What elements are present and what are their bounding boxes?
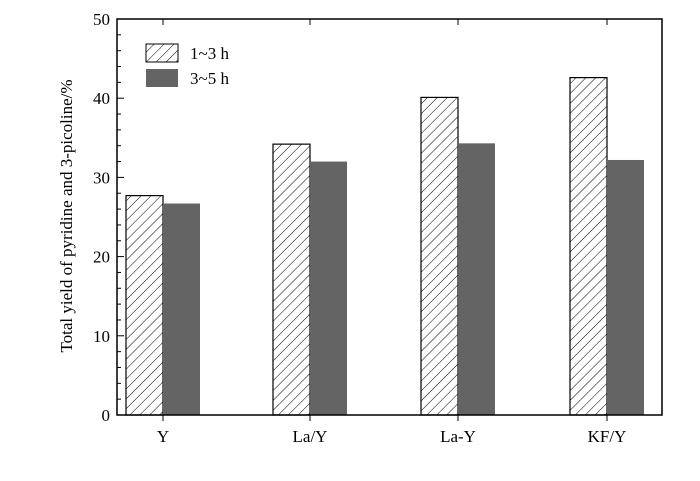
legend-swatch-series-2 [146,69,178,87]
bar-series-1-kf-y [569,77,608,416]
y-tick-label: 0 [102,406,111,425]
y-tick-label: 30 [93,168,110,187]
legend: 1~3 h 3~5 h [145,43,229,88]
bar-series-2-la-y [310,161,347,415]
legend-label-series-1: 1~3 h [190,44,229,63]
y-tick-label: 20 [93,248,110,267]
y-tick-label: 40 [93,89,110,108]
legend-label-series-2: 3~5 h [190,69,229,88]
plot-frame [116,18,663,416]
bar-series-2-la-y [458,143,495,415]
ticks-layer: Y La/Y La-Y KF/Y 0 10 20 30 40 50 [93,10,626,446]
x-tick-label: KF/Y [588,427,627,446]
y-axis-label: Total yield of pyridine and 3-picoline/% [57,79,76,352]
bar-series-1-la-y [272,143,311,416]
y-tick-label: 50 [93,10,110,29]
y-tick-label: 10 [93,327,110,346]
legend-swatch-series-1 [145,43,179,63]
bars-layer [125,77,644,416]
x-tick-label: Y [157,427,169,446]
bar-series-1-y [125,195,164,416]
bar-series-1-la-y [420,96,459,416]
x-tick-label: La/Y [293,427,328,446]
axes-layer [116,18,663,416]
bar-series-2-kf-y [607,159,644,415]
bar-series-2-y [163,203,200,415]
x-tick-label: La-Y [440,427,476,446]
